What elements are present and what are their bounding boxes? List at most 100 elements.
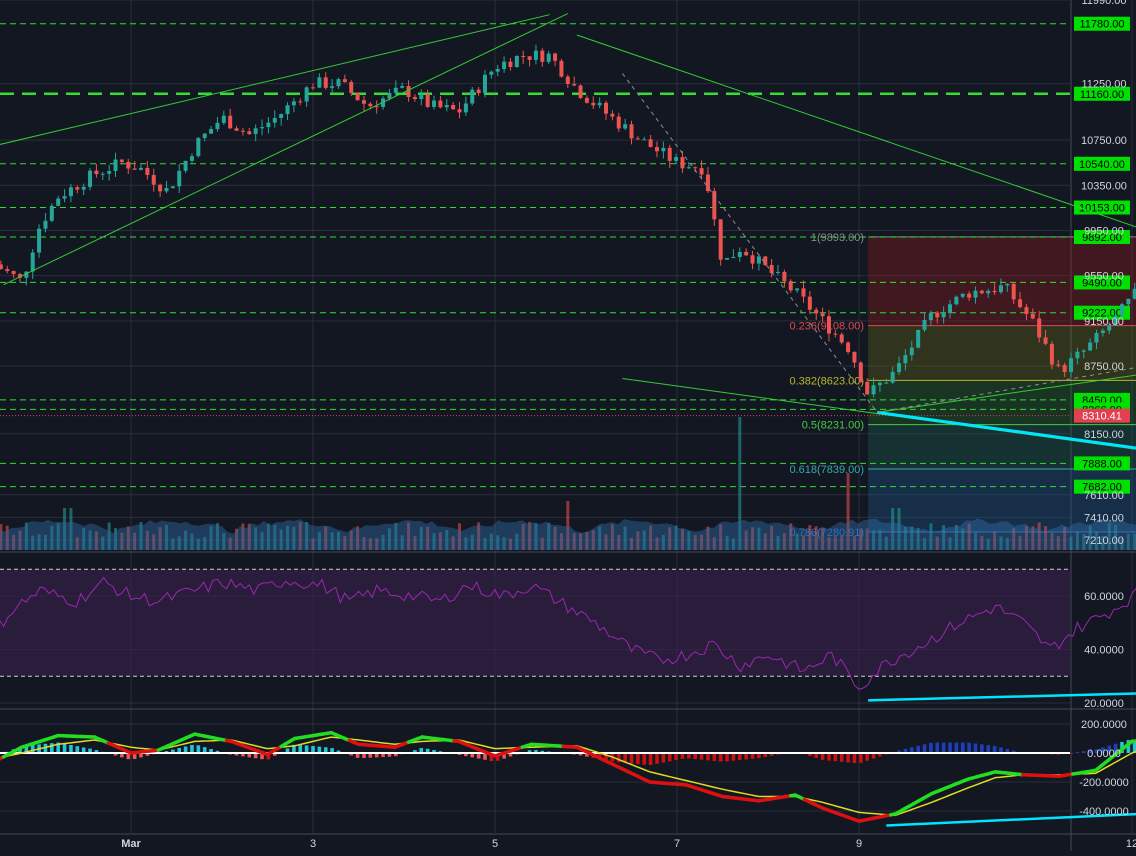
candle-body — [394, 88, 398, 93]
macd-histogram-bar — [974, 743, 978, 753]
macd-histogram-bar — [929, 743, 933, 753]
candle-body — [782, 272, 786, 281]
candle-body — [43, 221, 47, 229]
candle-body — [954, 297, 958, 304]
candle-body — [999, 285, 1003, 292]
candle-body — [75, 187, 79, 189]
candle-body — [1005, 284, 1009, 285]
candle-body — [139, 168, 143, 170]
candle-body — [763, 256, 767, 265]
candle-body — [980, 291, 984, 294]
candle-body — [215, 123, 219, 129]
macd-histogram-bar — [662, 753, 666, 763]
candle-body — [266, 123, 270, 127]
macd-axis-tick: -400.0000 — [1079, 806, 1129, 818]
candle-body — [993, 291, 997, 292]
candle-body — [94, 171, 98, 174]
candle-body — [317, 77, 321, 87]
candle-body — [37, 229, 41, 253]
macd-histogram-bar — [655, 753, 659, 764]
macd-histogram-bar — [942, 743, 946, 753]
candle-body — [69, 187, 73, 196]
rsi-axis-tick: 40.0000 — [1084, 645, 1124, 657]
price-axis-tick: 7610.00 — [1084, 490, 1124, 502]
candle-body — [228, 116, 232, 129]
candle-body — [948, 304, 952, 313]
macd-histogram-bar — [31, 745, 35, 753]
candle-body — [897, 363, 901, 372]
candle-body — [260, 127, 264, 128]
rsi-axis-tick: 20.0000 — [1084, 698, 1124, 710]
candle-body — [846, 343, 850, 352]
macd-histogram-bar — [1076, 752, 1080, 753]
candle-body — [738, 252, 742, 257]
price-axis-tick: 8750.00 — [1084, 361, 1124, 373]
candle-body — [1063, 365, 1067, 372]
candle-body — [540, 51, 544, 62]
macd-histogram-bar — [955, 743, 959, 753]
candle-body — [725, 258, 729, 260]
candle-body — [751, 255, 755, 263]
fib-level-label: 0.618(7839.00) — [789, 464, 864, 476]
candle-body — [649, 139, 653, 147]
candle-body — [1024, 307, 1028, 314]
candle-body — [731, 257, 735, 258]
price-axis-tick: 11250.00 — [1081, 79, 1126, 91]
candle-body — [916, 330, 920, 348]
macd-histogram-bar — [63, 744, 67, 753]
candle-body — [591, 103, 595, 106]
macd-histogram-bar — [298, 745, 302, 753]
candle-body — [292, 101, 296, 105]
candle-body — [145, 168, 149, 175]
candle-body — [808, 297, 812, 310]
candle-body — [1120, 304, 1124, 315]
candle-body — [400, 86, 404, 88]
time-axis-tick: Mar — [121, 838, 141, 850]
candle-body — [623, 124, 627, 128]
candle-body — [502, 62, 506, 69]
candle-body — [101, 174, 105, 175]
candle-body — [203, 134, 207, 138]
macd-histogram-bar — [986, 745, 990, 753]
candle-body — [559, 61, 563, 77]
macd-histogram-bar — [993, 746, 997, 753]
candle-body — [776, 272, 780, 273]
candle-body — [407, 86, 411, 97]
candle-body — [579, 85, 583, 97]
macd-histogram-bar — [732, 753, 736, 761]
candle-body — [5, 269, 9, 271]
candle-body — [852, 352, 856, 363]
fib-level-label: 0.5(8231.00) — [802, 420, 864, 432]
price-axis-tick: 9150.00 — [1084, 316, 1124, 328]
candle-body — [1044, 337, 1048, 343]
candle-body — [12, 271, 16, 274]
macd-histogram-bar — [50, 743, 54, 753]
candle-body — [961, 294, 965, 297]
candle-body — [719, 219, 723, 259]
price-axis-tick: 9550.00 — [1084, 271, 1124, 283]
candle-body — [209, 129, 213, 134]
candle-body — [636, 138, 640, 139]
price-axis-tick: 7210.00 — [1084, 535, 1124, 547]
macd-histogram-bar — [853, 753, 857, 763]
candle-body — [515, 56, 519, 67]
candle-body — [432, 100, 436, 106]
level-price-label: 7888.00 — [1082, 458, 1122, 470]
candle-body — [82, 187, 86, 190]
price-axis-tick: 9950.00 — [1084, 225, 1124, 237]
candle-body — [789, 281, 793, 290]
macd-histogram-bar — [865, 753, 869, 761]
level-price-label: 10153.00 — [1079, 203, 1125, 215]
candle-body — [464, 103, 468, 112]
candle-body — [1088, 343, 1092, 351]
candle-body — [426, 94, 430, 107]
candle-body — [273, 118, 277, 123]
candle-body — [700, 168, 704, 174]
candle-body — [184, 161, 188, 171]
candle-body — [458, 109, 462, 112]
macd-histogram-bar — [649, 753, 653, 765]
macd-histogram-bar — [674, 753, 678, 760]
candle-body — [120, 160, 124, 162]
